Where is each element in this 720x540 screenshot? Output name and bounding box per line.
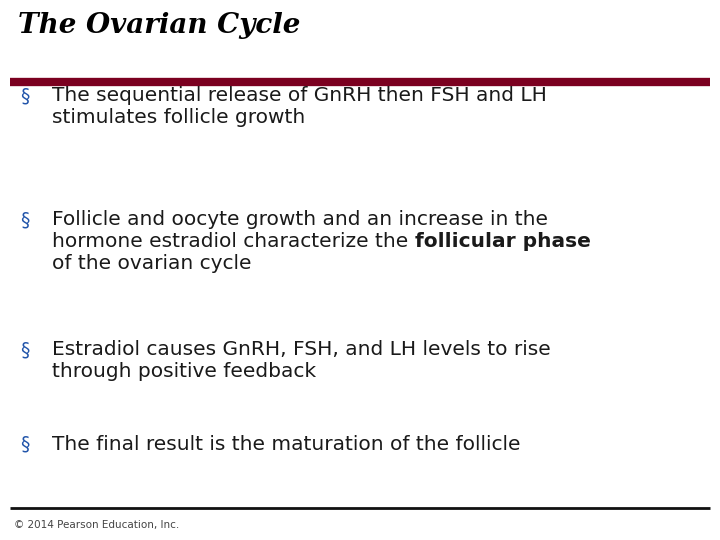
Text: through positive feedback: through positive feedback [52, 362, 316, 381]
Text: of the ovarian cycle: of the ovarian cycle [52, 254, 251, 273]
Text: Follicle and oocyte growth and an increase in the: Follicle and oocyte growth and an increa… [52, 210, 548, 229]
Text: §: § [20, 210, 30, 229]
Text: follicular phase: follicular phase [415, 232, 590, 251]
Text: The Ovarian Cycle: The Ovarian Cycle [18, 12, 300, 39]
Text: The final result is the maturation of the follicle: The final result is the maturation of th… [52, 435, 521, 454]
Text: © 2014 Pearson Education, Inc.: © 2014 Pearson Education, Inc. [14, 520, 179, 530]
Text: The sequential release of GnRH then FSH and LH: The sequential release of GnRH then FSH … [52, 86, 547, 105]
Text: §: § [20, 86, 30, 105]
Text: stimulates follicle growth: stimulates follicle growth [52, 108, 305, 127]
Text: Estradiol causes GnRH, FSH, and LH levels to rise: Estradiol causes GnRH, FSH, and LH level… [52, 340, 551, 359]
Text: §: § [20, 435, 30, 454]
Text: hormone estradiol characterize the: hormone estradiol characterize the [52, 232, 415, 251]
Text: §: § [20, 340, 30, 359]
